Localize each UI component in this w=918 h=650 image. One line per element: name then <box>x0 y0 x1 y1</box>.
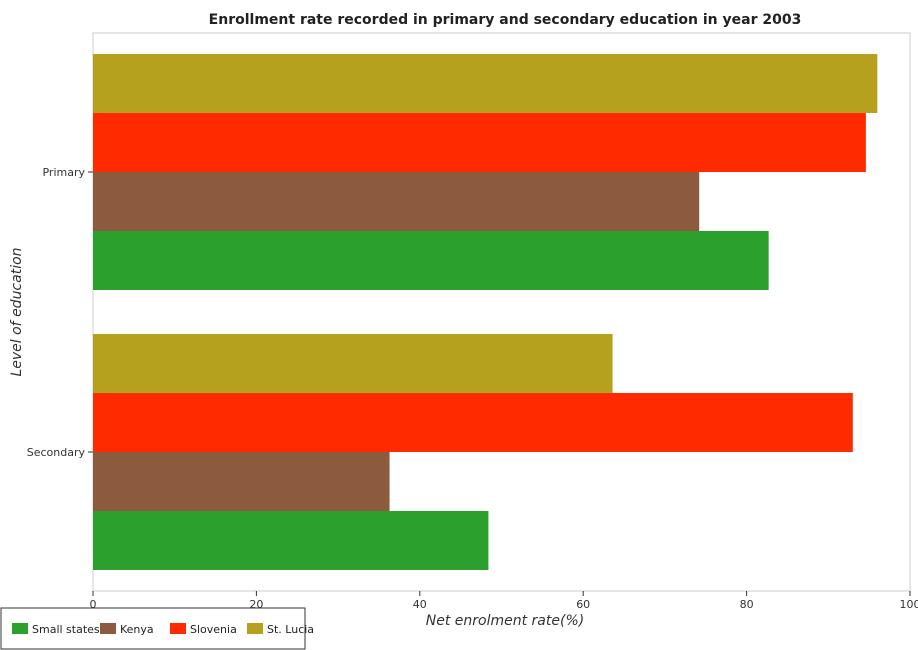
y-tick-label-secondary: Secondary <box>27 446 86 459</box>
bar-primary-small-states <box>93 231 769 290</box>
bar-secondary-small-states <box>93 511 489 570</box>
legend-swatch-small-states <box>12 623 28 634</box>
y-tick-label-primary: Primary <box>42 166 85 179</box>
legend-swatch-slovenia <box>170 623 186 634</box>
x-tick-label-80: 80 <box>740 598 754 611</box>
x-tick-label-40: 40 <box>413 598 427 611</box>
bar-primary-slovenia <box>93 113 866 172</box>
bar-secondary-st-lucia <box>93 334 613 393</box>
legend-label-small-states: Small states <box>32 623 100 636</box>
x-axis: 0 20 40 60 80 100 <box>90 591 918 611</box>
legend-label-kenya: Kenya <box>120 623 154 636</box>
chart-title: Enrollment rate recorded in primary and … <box>209 12 802 28</box>
legend-label-st-lucia: St. Lucia <box>267 623 314 636</box>
x-axis-label: Net enrolment rate(%) <box>426 613 584 629</box>
bar-secondary-kenya <box>93 452 390 511</box>
legend: Small states Kenya Slovenia St. Lucia <box>0 607 314 650</box>
y-axis-label: Level of education <box>9 247 25 376</box>
legend-swatch-kenya <box>100 623 116 634</box>
bar-primary-kenya <box>93 172 700 231</box>
bars-group <box>93 54 878 570</box>
legend-swatch-st-lucia <box>247 623 263 634</box>
legend-label-slovenia: Slovenia <box>190 623 237 636</box>
bar-secondary-slovenia <box>93 393 853 452</box>
bar-primary-st-lucia <box>93 54 878 113</box>
x-tick-label-60: 60 <box>576 598 590 611</box>
y-axis: Primary Secondary <box>27 166 93 459</box>
x-tick-label-100: 100 <box>900 598 918 611</box>
x-tick-label-0: 0 <box>90 598 97 611</box>
